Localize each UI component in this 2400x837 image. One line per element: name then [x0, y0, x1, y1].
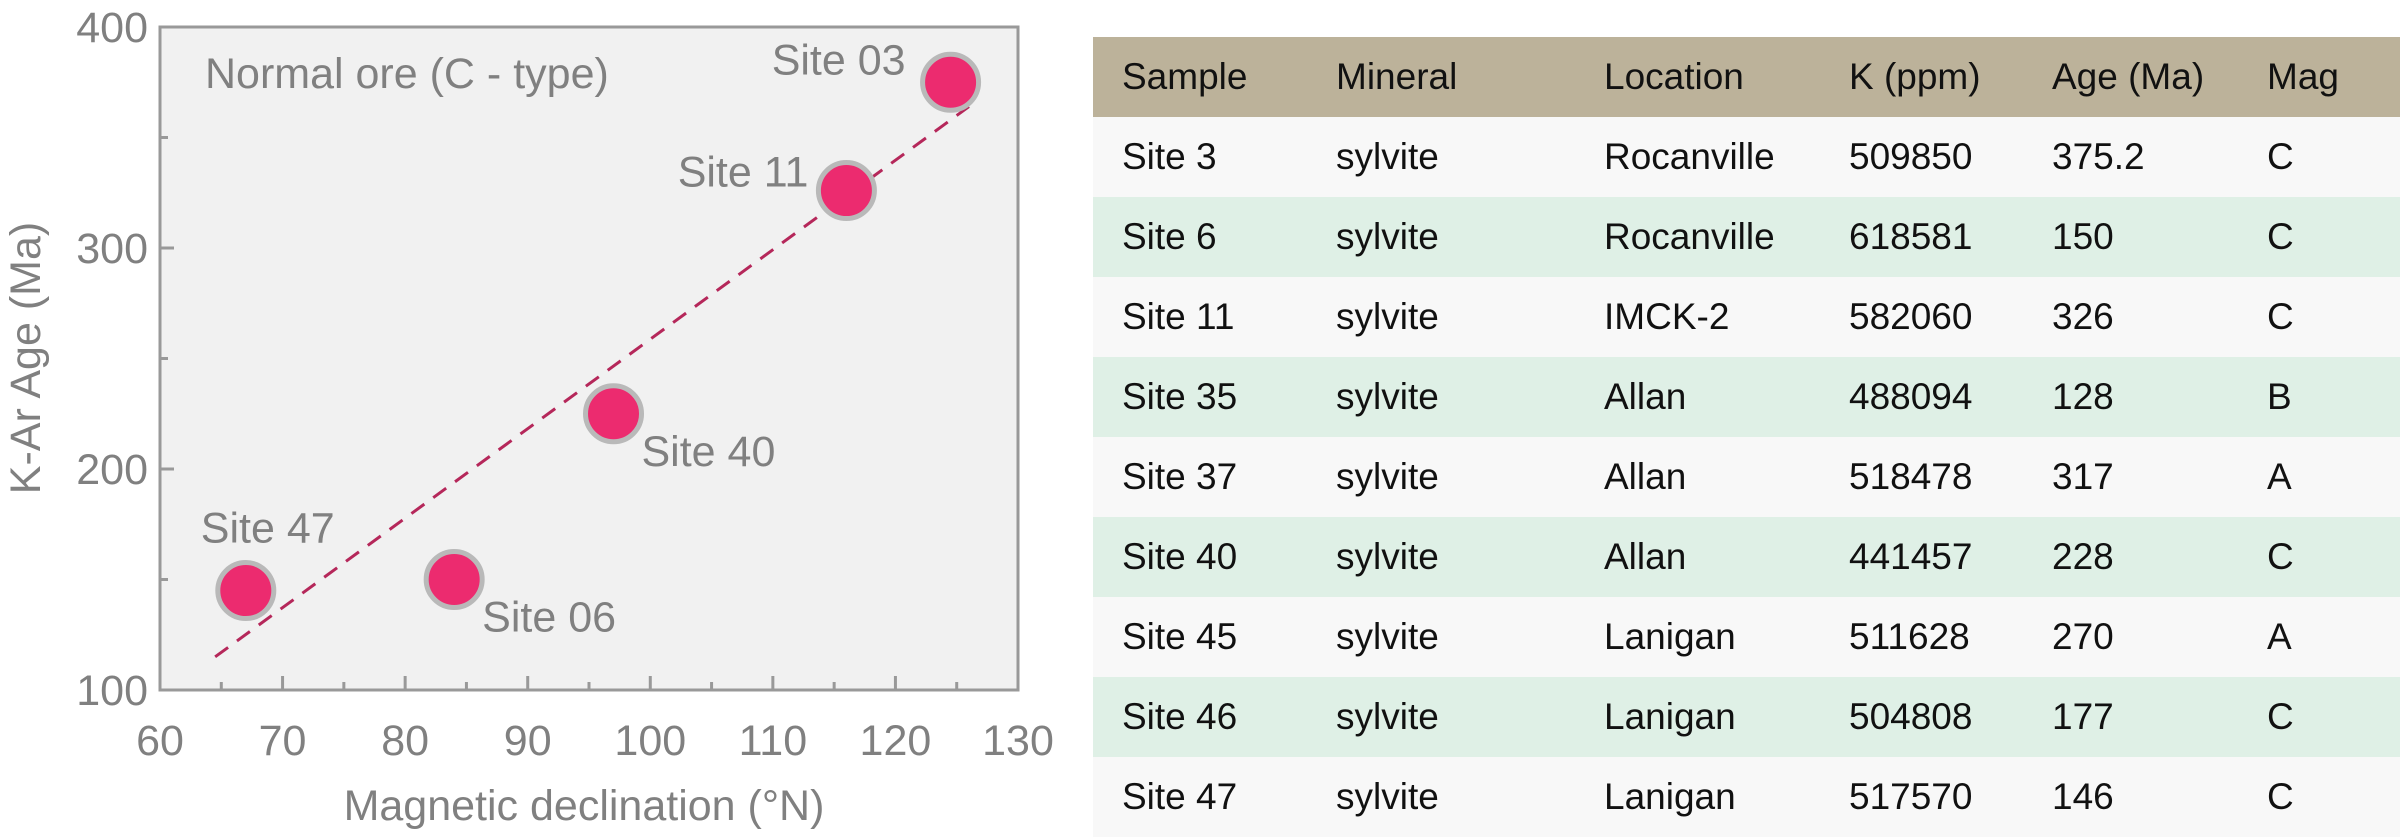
point-label: Site 11 — [678, 149, 809, 197]
table-cell: Site 6 — [1122, 216, 1217, 257]
x-tick-label: 60 — [136, 717, 184, 765]
column-header-mineral: Mineral — [1336, 56, 1458, 97]
table-cell: sylvite — [1336, 776, 1439, 817]
y-tick-label: 200 — [76, 446, 148, 494]
table-cell: Rocanville — [1604, 136, 1775, 177]
table-cell: C — [2267, 296, 2294, 337]
table-cell: 375.2 — [2052, 136, 2145, 177]
data-point — [920, 51, 982, 113]
table-cell: Rocanville — [1604, 216, 1775, 257]
table-cell: A — [2267, 456, 2292, 497]
y-tick-label: 300 — [76, 225, 148, 273]
table-cell: C — [2267, 216, 2294, 257]
table-cell: Site 46 — [1122, 696, 1238, 737]
table-row: Site 40 sylvite Allan 441457 228 C — [1093, 517, 2400, 597]
table-cell: 618581 — [1849, 216, 1973, 257]
y-axis-label: K-Ar Age (Ma) — [2, 222, 50, 494]
x-tick-label: 110 — [739, 717, 808, 765]
plot-area — [158, 25, 1020, 692]
x-tick-label: 130 — [982, 717, 1054, 765]
table-row: Site 35 sylvite Allan 488094 128 B — [1093, 357, 2400, 437]
table-cell: Site 11 — [1122, 296, 1235, 337]
x-tick-label: 100 — [614, 717, 686, 765]
table-cell: 441457 — [1849, 536, 1973, 577]
table-cell: A — [2267, 616, 2292, 657]
x-tick-label: 80 — [381, 717, 429, 765]
column-header-k-ppm: K (ppm) — [1849, 56, 1981, 97]
column-header-sample: Sample — [1122, 56, 1248, 97]
table-cell: 228 — [2052, 536, 2114, 577]
table-cell: Lanigan — [1604, 776, 1736, 817]
x-tick-label: 70 — [259, 717, 307, 765]
table-cell: Allan — [1604, 376, 1687, 417]
table-cell: sylvite — [1336, 456, 1439, 497]
table-cell: Site 37 — [1122, 456, 1238, 497]
table-header-row: Sample Mineral Location K (ppm) Age (Ma)… — [1093, 37, 2400, 117]
scatter-chart: 60 70 80 90 100 110 120 130 100 200 300 400 Site 03… — [2, 4, 1054, 830]
table-cell: 582060 — [1849, 296, 1973, 337]
y-tick-label: 400 — [76, 4, 148, 52]
table-cell: sylvite — [1336, 696, 1439, 737]
table-cell: sylvite — [1336, 136, 1439, 177]
table-cell: Allan — [1604, 456, 1687, 497]
table-cell: sylvite — [1336, 536, 1439, 577]
table-cell: Lanigan — [1604, 616, 1736, 657]
table-row: Site 6 sylvite Rocanville 618581 150 C — [1093, 197, 2400, 277]
data-point — [815, 160, 877, 222]
chart-title: Normal ore (C - type) — [205, 50, 609, 98]
table-cell: C — [2267, 536, 2294, 577]
table-cell: 128 — [2052, 376, 2114, 417]
table-cell: B — [2267, 376, 2292, 417]
table-cell: C — [2267, 136, 2294, 177]
column-header-location: Location — [1604, 56, 1744, 97]
table-cell: 517570 — [1849, 776, 1973, 817]
table-cell: sylvite — [1336, 296, 1439, 337]
data-point — [423, 549, 485, 610]
column-header-age: Age (Ma) — [2052, 56, 2205, 97]
data-point — [583, 383, 645, 445]
data-point — [215, 560, 277, 622]
table-row: Site 47 sylvite Lanigan 517570 146 C — [1093, 757, 2400, 837]
table-cell: Allan — [1604, 536, 1687, 577]
table-cell: 146 — [2052, 776, 2114, 817]
x-tick-label: 90 — [504, 717, 552, 765]
table-cell: Site 3 — [1122, 136, 1217, 177]
table-cell: Site 45 — [1122, 616, 1238, 657]
table-row: Site 37 sylvite Allan 518478 317 A — [1093, 437, 2400, 517]
table-cell: 150 — [2052, 216, 2114, 257]
table-cell: 511628 — [1849, 616, 1970, 657]
table-cell: 509850 — [1849, 136, 1973, 177]
table-row: Site 46 sylvite Lanigan 504808 177 C — [1093, 677, 2400, 757]
table-cell: 270 — [2052, 616, 2114, 657]
table-cell: 504808 — [1849, 696, 1973, 737]
table-cell: Lanigan — [1604, 696, 1736, 737]
table-cell: sylvite — [1336, 376, 1439, 417]
x-tick-label: 120 — [860, 717, 932, 765]
table-cell: 177 — [2052, 696, 2114, 737]
table-row: Site 11 sylvite IMCK-2 582060 326 C — [1093, 277, 2400, 357]
table-cell: sylvite — [1336, 616, 1439, 657]
table-cell: Site 35 — [1122, 376, 1238, 417]
point-label: Site 03 — [772, 36, 906, 84]
point-label: Site 47 — [201, 505, 335, 553]
table-cell: 518478 — [1849, 456, 1973, 497]
table-row: Site 3 sylvite Rocanville 509850 375.2 C — [1093, 117, 2400, 197]
table-cell: sylvite — [1336, 216, 1439, 257]
table-cell: Site 40 — [1122, 536, 1238, 577]
table-cell: C — [2267, 776, 2294, 817]
column-header-mag: Mag — [2267, 56, 2339, 97]
table-cell: 326 — [2052, 296, 2114, 337]
table-cell: 317 — [2052, 456, 2114, 497]
trendline — [214, 105, 970, 659]
y-tick-label: 100 — [76, 667, 148, 715]
point-label: Site 40 — [642, 428, 776, 476]
table-cell: IMCK-2 — [1604, 296, 1730, 337]
table-cell: Site 47 — [1122, 776, 1238, 817]
samples-table: Sample Mineral Location K (ppm) Age (Ma)… — [1093, 37, 2400, 837]
point-label: Site 06 — [482, 594, 616, 642]
x-axis-label: Magnetic declination (°N) — [344, 782, 825, 830]
table-row: Site 45 sylvite Lanigan 511628 270 A — [1093, 597, 2400, 677]
table-cell: 488094 — [1849, 376, 1973, 417]
table-cell: C — [2267, 696, 2294, 737]
